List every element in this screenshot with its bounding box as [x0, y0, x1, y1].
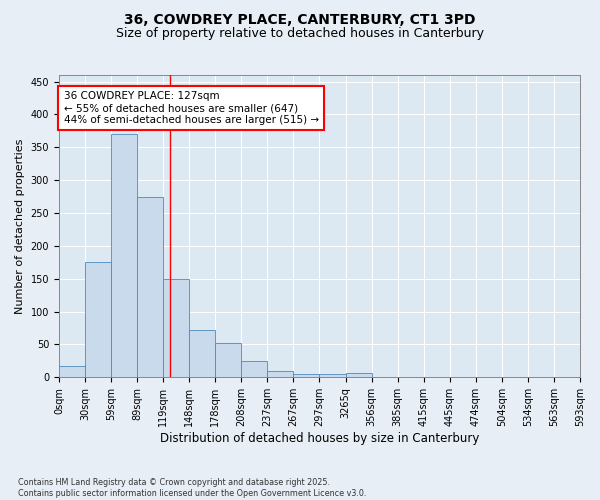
Bar [241, 361, 268, 378]
Bar [189, 330, 215, 378]
Text: 36 COWDREY PLACE: 127sqm
← 55% of detached houses are smaller (647)
44% of semi-: 36 COWDREY PLACE: 127sqm ← 55% of detach… [64, 92, 319, 124]
Bar [293, 374, 319, 378]
Bar [59, 366, 85, 378]
Text: Contains HM Land Registry data © Crown copyright and database right 2025.
Contai: Contains HM Land Registry data © Crown c… [18, 478, 367, 498]
Bar [163, 279, 189, 378]
Bar [215, 342, 241, 378]
Bar [319, 374, 346, 378]
Text: Size of property relative to detached houses in Canterbury: Size of property relative to detached ho… [116, 28, 484, 40]
Y-axis label: Number of detached properties: Number of detached properties [15, 138, 25, 314]
X-axis label: Distribution of detached houses by size in Canterbury: Distribution of detached houses by size … [160, 432, 479, 445]
Bar [111, 134, 137, 378]
Text: 36, COWDREY PLACE, CANTERBURY, CT1 3PD: 36, COWDREY PLACE, CANTERBURY, CT1 3PD [124, 12, 476, 26]
Bar [268, 371, 293, 378]
Bar [346, 374, 371, 378]
Bar [85, 262, 111, 378]
Bar [137, 196, 163, 378]
